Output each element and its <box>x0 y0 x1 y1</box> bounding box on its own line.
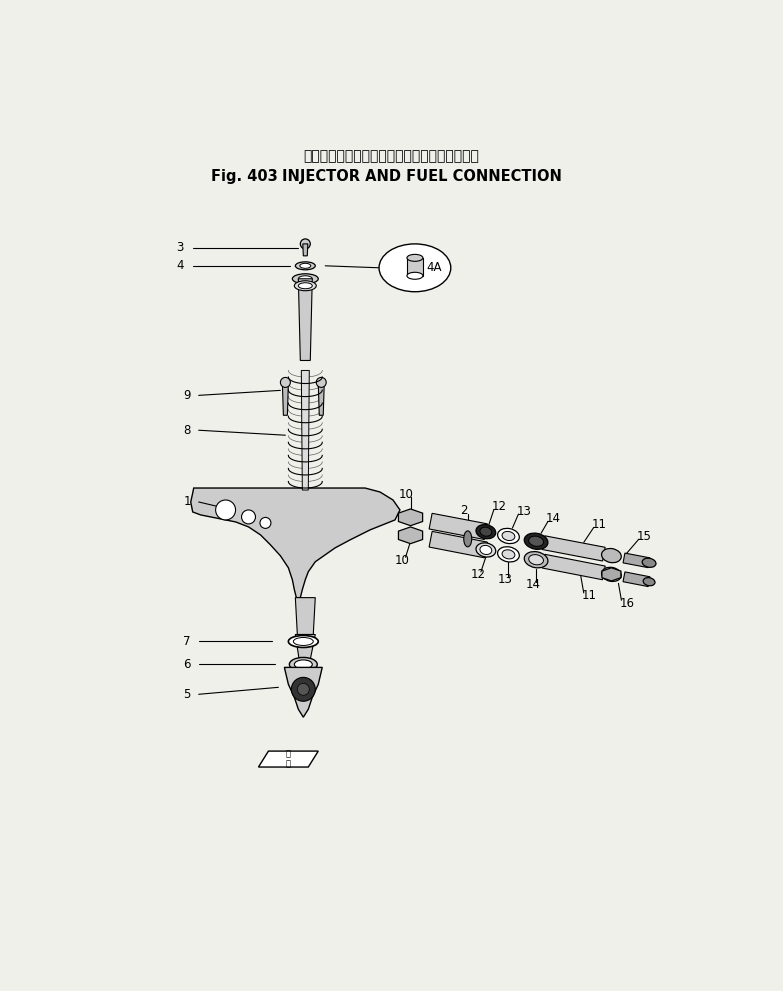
Ellipse shape <box>288 635 318 647</box>
Polygon shape <box>301 371 309 490</box>
Text: 16: 16 <box>619 597 634 609</box>
Ellipse shape <box>298 282 312 288</box>
Text: 5: 5 <box>183 688 191 701</box>
Polygon shape <box>258 751 318 767</box>
Text: 8: 8 <box>183 424 191 437</box>
Text: 10: 10 <box>399 488 414 500</box>
Polygon shape <box>318 384 324 415</box>
Polygon shape <box>623 553 650 568</box>
Text: 9: 9 <box>183 388 191 402</box>
Ellipse shape <box>294 660 312 669</box>
Polygon shape <box>298 278 312 361</box>
Polygon shape <box>399 509 423 525</box>
Ellipse shape <box>476 543 496 557</box>
Polygon shape <box>543 554 605 580</box>
Ellipse shape <box>529 555 543 565</box>
Ellipse shape <box>407 273 423 279</box>
Text: 13: 13 <box>498 573 513 586</box>
Text: 15: 15 <box>637 529 651 543</box>
Ellipse shape <box>476 524 496 539</box>
Text: 4: 4 <box>176 260 184 273</box>
Text: 4A: 4A <box>427 262 442 275</box>
Circle shape <box>241 510 255 524</box>
Polygon shape <box>283 384 288 415</box>
Ellipse shape <box>295 262 316 270</box>
Circle shape <box>298 684 309 696</box>
Polygon shape <box>429 513 487 539</box>
Ellipse shape <box>407 255 423 262</box>
Ellipse shape <box>292 274 318 283</box>
Text: 12: 12 <box>471 569 485 582</box>
Ellipse shape <box>480 545 492 555</box>
Circle shape <box>215 500 236 520</box>
Polygon shape <box>191 488 400 598</box>
Text: 2: 2 <box>460 504 467 517</box>
Ellipse shape <box>601 548 621 563</box>
Ellipse shape <box>525 552 548 568</box>
Ellipse shape <box>502 550 515 559</box>
Ellipse shape <box>601 567 621 582</box>
Polygon shape <box>602 568 621 581</box>
Text: インジェクタ　および　フエル　コネクション: インジェクタ および フエル コネクション <box>303 150 479 164</box>
Circle shape <box>280 378 290 387</box>
Text: 7: 7 <box>183 635 191 648</box>
Polygon shape <box>295 634 316 667</box>
Text: 13: 13 <box>517 504 532 517</box>
Text: 14: 14 <box>525 578 540 592</box>
Circle shape <box>291 678 316 702</box>
Ellipse shape <box>294 280 316 290</box>
Polygon shape <box>399 527 423 544</box>
Text: 3: 3 <box>176 242 184 255</box>
Polygon shape <box>303 244 308 256</box>
Ellipse shape <box>480 527 492 536</box>
Ellipse shape <box>294 637 313 645</box>
Text: INJECTOR AND FUEL CONNECTION: INJECTOR AND FUEL CONNECTION <box>283 168 562 183</box>
Polygon shape <box>543 536 605 561</box>
Ellipse shape <box>290 657 317 671</box>
Polygon shape <box>407 258 423 275</box>
Ellipse shape <box>464 531 471 547</box>
Polygon shape <box>623 572 650 587</box>
Ellipse shape <box>498 547 519 562</box>
Ellipse shape <box>502 531 515 540</box>
Polygon shape <box>284 667 323 717</box>
Ellipse shape <box>498 528 519 544</box>
Ellipse shape <box>642 558 656 568</box>
Text: 11: 11 <box>582 590 597 603</box>
Ellipse shape <box>529 536 543 546</box>
Circle shape <box>316 378 327 387</box>
Ellipse shape <box>300 264 311 269</box>
Text: 正
式: 正 式 <box>286 749 290 769</box>
Circle shape <box>301 239 310 249</box>
Ellipse shape <box>298 275 312 281</box>
Circle shape <box>260 517 271 528</box>
Polygon shape <box>429 531 487 558</box>
Text: 12: 12 <box>492 500 507 513</box>
Ellipse shape <box>379 244 451 291</box>
Text: 1: 1 <box>183 496 191 508</box>
Text: Fig. 403: Fig. 403 <box>211 168 277 183</box>
Ellipse shape <box>525 533 548 549</box>
Text: 11: 11 <box>592 518 607 531</box>
Ellipse shape <box>643 578 655 586</box>
Polygon shape <box>295 598 316 634</box>
Text: 14: 14 <box>546 511 561 525</box>
Text: 6: 6 <box>183 658 191 671</box>
Text: 10: 10 <box>395 554 410 567</box>
